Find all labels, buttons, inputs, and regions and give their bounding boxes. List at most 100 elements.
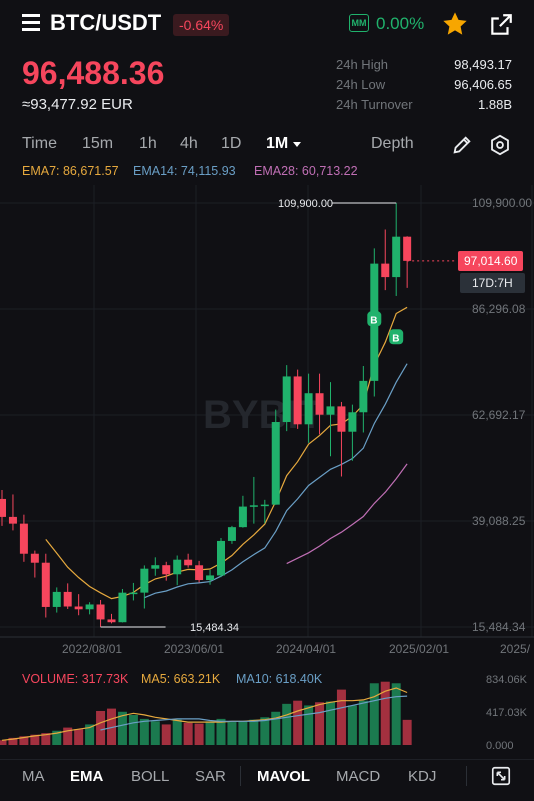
share-icon[interactable]: [488, 12, 514, 38]
expand-icon[interactable]: [490, 765, 512, 787]
volume-bar: [205, 721, 215, 745]
divider: [466, 766, 467, 786]
ema-line-ema14: [144, 363, 408, 599]
tab-depth[interactable]: Depth: [371, 135, 414, 152]
candle: [173, 559, 182, 575]
volume-bar: [41, 733, 51, 745]
tab-15m[interactable]: 15m: [82, 135, 114, 152]
candle: [52, 591, 61, 607]
volume-bar: [19, 736, 29, 745]
volume-bar: [336, 689, 346, 745]
buy-marker-label: B: [370, 315, 377, 326]
tab-ema[interactable]: EMA: [70, 768, 104, 785]
candle: [238, 506, 247, 528]
volume-bar: [150, 721, 160, 745]
candle: [41, 562, 50, 607]
tab-kdj[interactable]: KDJ: [408, 768, 437, 785]
trading-pair-title[interactable]: BTC/USDT: [50, 10, 162, 35]
tab-time[interactable]: Time: [22, 135, 57, 152]
settings-icon[interactable]: [489, 134, 511, 156]
volume-bar: [271, 711, 281, 745]
last-price: 96,488.36: [22, 55, 165, 91]
volume-bar: [128, 714, 138, 745]
stat-value-low: 96,406.65: [454, 77, 512, 92]
tab-macd[interactable]: MACD: [336, 768, 381, 785]
candle: [282, 376, 291, 423]
stat-label-turnover: 24h Turnover: [336, 97, 413, 112]
candle: [162, 565, 171, 575]
volume-bar: [85, 724, 95, 745]
candle: [85, 604, 94, 610]
ema28-legend: EMA28: 60,713.22: [254, 164, 358, 178]
volume-bar: [282, 703, 292, 745]
chevron-down-icon[interactable]: [293, 142, 301, 147]
buy-marker: [367, 311, 382, 327]
price-axis-label: 109,900.00: [472, 196, 532, 210]
price-axis-label: 86,296.08: [472, 302, 526, 316]
date-axis-label: 2022/08/01: [62, 642, 122, 656]
volume-bar: [391, 683, 401, 745]
ema-line-ema7: [45, 306, 408, 600]
volume-bar: [238, 721, 248, 745]
candle: [315, 393, 324, 415]
tab-4h[interactable]: 4h: [180, 135, 198, 152]
candle: [260, 504, 269, 507]
tab-1d[interactable]: 1D: [221, 135, 242, 152]
tab-1h[interactable]: 1h: [139, 135, 157, 152]
favorite-star-icon[interactable]: [441, 10, 469, 38]
date-axis-label: 2024/04/01: [276, 642, 336, 656]
volume-bar: [96, 710, 106, 745]
tab-mavol[interactable]: MAVOL: [257, 768, 311, 785]
volume-bar: [139, 718, 149, 745]
candle: [337, 406, 346, 432]
fiat-price: ≈93,477.92 EUR: [22, 96, 133, 113]
volume-bar: [227, 722, 237, 745]
stat-value-turnover: 1.88B: [478, 97, 512, 112]
volume-ma10-line: [100, 695, 408, 731]
volume-bar: [0, 740, 7, 745]
date-axis-label: 2025/: [500, 642, 531, 656]
volume-ma5-line: [1, 687, 408, 741]
volume-bar: [30, 734, 40, 745]
price-axis-label: 39,088.25: [472, 514, 526, 528]
tab-boll[interactable]: BOLL: [131, 768, 170, 785]
tab-sar[interactable]: SAR: [195, 768, 226, 785]
candle: [63, 591, 72, 607]
tab-1m[interactable]: 1M: [266, 135, 289, 152]
candle: [195, 565, 204, 581]
high-marker-label: 109,900.00: [278, 198, 333, 210]
price-change-badge: -0.64%: [173, 14, 230, 36]
candle: [326, 406, 335, 415]
menu-icon[interactable]: [22, 14, 40, 32]
candle: [30, 553, 39, 563]
volume-bar: [315, 702, 325, 745]
candle: [217, 540, 225, 576]
low-marker-label: 15,484.34: [190, 622, 239, 634]
mm-icon[interactable]: MM: [349, 14, 369, 32]
volume-bar: [161, 724, 171, 745]
candle: [392, 236, 401, 278]
candle: [151, 565, 160, 569]
pencil-icon[interactable]: [451, 134, 473, 156]
stat-label-low: 24h Low: [336, 77, 386, 92]
volume-bar: [74, 729, 84, 745]
candlestick-chart[interactable]: 109,900.00 86,296.08 62,692.17 39,088.25 15,…: [0, 185, 534, 757]
volume-bar: [304, 705, 314, 745]
tab-ma[interactable]: MA: [22, 768, 45, 785]
volume-axis-label: 417.03K: [486, 707, 528, 719]
volume-bar: [194, 723, 204, 745]
volume-bar: [326, 701, 335, 745]
candle: [129, 592, 138, 595]
ema7-legend: EMA7: 86,671.57: [22, 164, 119, 178]
volume-bar: [249, 719, 259, 745]
volume-axis-label: 834.06K: [486, 674, 528, 686]
volume-legend-item: MA10: 618.40K: [236, 672, 323, 686]
volume-bar: [63, 727, 73, 745]
candle: [304, 393, 313, 425]
volume-bar: [117, 711, 127, 745]
volume-bar: [172, 719, 182, 745]
candle: [96, 604, 105, 620]
candle: [107, 619, 116, 623]
candle: [74, 606, 83, 610]
ema14-legend: EMA14: 74,115.93: [133, 164, 236, 178]
